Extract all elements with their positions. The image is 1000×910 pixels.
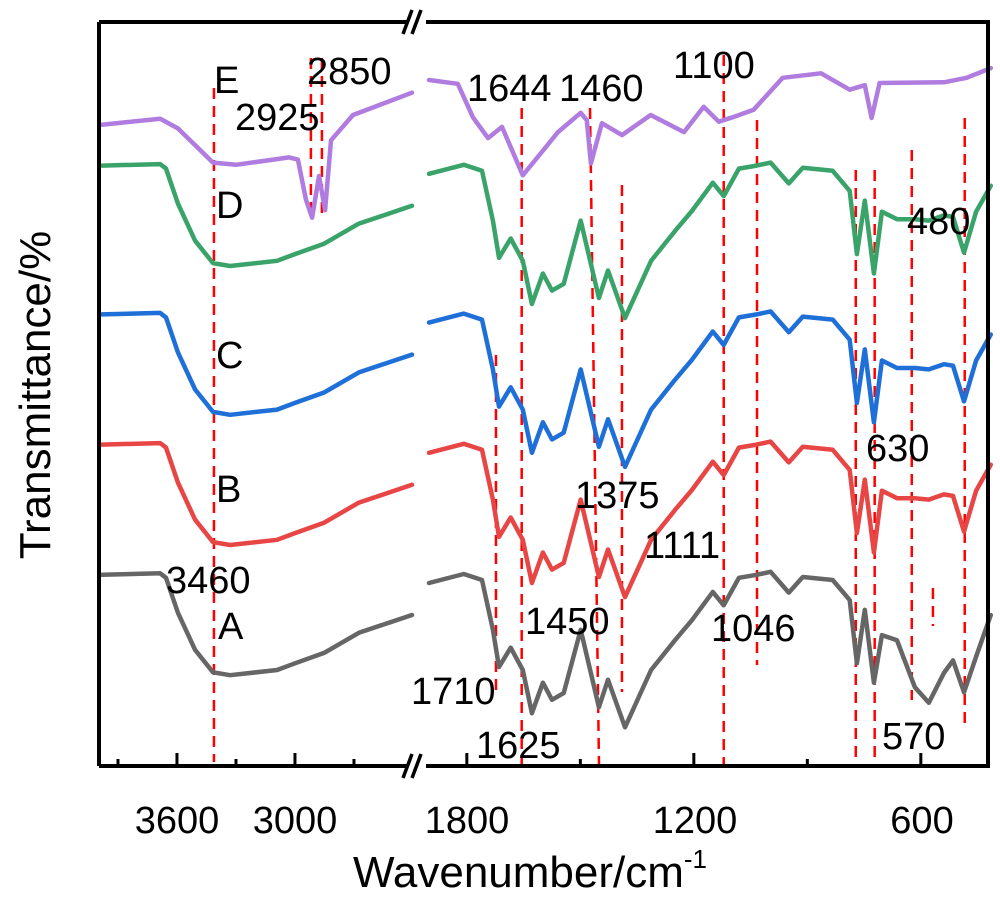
annotation-1046: 1046 [711,608,796,650]
annotation-1111: 1111 [644,525,721,567]
annotation-1450: 1450 [525,601,610,643]
x-tick-label: 1200 [652,800,738,842]
x-axis-label: Wavenumber/cm-1 [352,844,707,898]
spectrum-C-right [426,309,994,470]
spectrum-E-left [99,90,415,220]
x-axis-label-superscript: -1 [683,844,708,874]
axis-break-mark [401,9,414,35]
x-tick-label: 600 [890,800,954,842]
annotation-1100: 1100 [673,45,755,87]
annotation-2850: 2850 [307,51,392,93]
spectrum-B-left [99,440,415,548]
spectrum-A-right [426,569,994,730]
annotation-1375: 1375 [575,475,660,517]
annotation-curve-b: B [216,469,242,511]
annotation-curve-d: D [216,185,244,227]
annotation-630: 630 [866,428,930,470]
annotation-curve-a: A [218,606,244,648]
annotation-3460: 3460 [166,560,251,602]
x-tick-label: 1800 [424,800,510,842]
spectrum-D-right [426,160,994,321]
y-axis-label: Transmittance/% [11,230,60,560]
annotation-1625: 1625 [476,725,561,767]
x-tick-label: 3000 [252,800,338,842]
annotation-1644: 1644 [467,68,552,110]
annotation-480: 480 [907,201,971,243]
annotation-1460: 1460 [559,68,644,110]
annotation-570: 570 [882,716,946,758]
axis-break-mark [410,9,423,35]
x-tick-label: 3600 [134,800,220,842]
annotation-2925: 2925 [235,97,320,139]
spectrum-C-left [99,310,415,418]
x-axis-label-text: Wavenumber/cm [352,848,684,897]
axes [97,9,990,779]
annotation-1710: 1710 [411,671,496,713]
spectrum-E-right [426,65,994,178]
spectrum-B-right [426,439,994,600]
annotation-curve-e: E [214,60,240,102]
spectra [99,65,994,730]
spectrum-A-left [99,571,415,678]
plot-frame [99,20,990,768]
axis-break-mark [401,753,414,779]
spectrum-D-left [99,161,415,269]
axis-break-mark [410,753,423,779]
annotation-curve-c: C [216,335,244,377]
